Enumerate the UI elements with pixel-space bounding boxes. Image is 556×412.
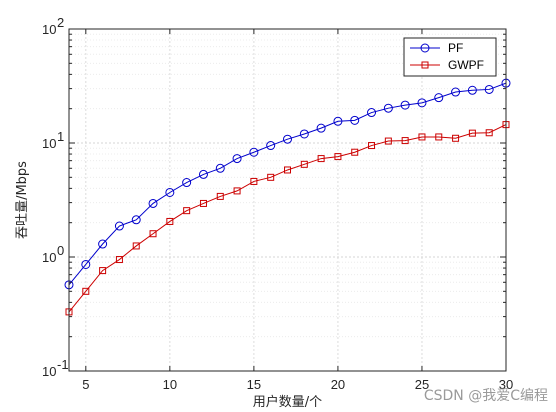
data-point-gwpf [351, 148, 359, 156]
x-axis-title: 用户数量/个 [253, 394, 322, 410]
data-point-gwpf [82, 287, 90, 295]
data-point-gwpf [284, 166, 291, 174]
plot-background [69, 29, 506, 371]
series-gwpf [65, 121, 510, 316]
y-tick-label-exponent: 0 [57, 243, 64, 258]
data-point-pf [98, 239, 108, 249]
legend-label: PF [448, 41, 463, 55]
y-tick-label: 10 -1 [42, 357, 69, 379]
data-point-gwpf [401, 137, 409, 145]
x-tick-label: 10 [163, 377, 177, 392]
x-tick-label: 5 [82, 377, 89, 392]
data-point-gwpf [199, 199, 207, 207]
data-point-pf [165, 187, 175, 197]
data-point-pf [249, 147, 259, 157]
data-point-pf [400, 100, 410, 110]
y-tick-label-base: 10 [42, 250, 56, 265]
data-point-gwpf [216, 192, 224, 200]
x-tick-labels: 5 10 15 20 25 30 [82, 377, 513, 392]
data-point-pf [266, 141, 276, 151]
legend-marker [421, 61, 429, 69]
x-tick-label: 15 [247, 377, 261, 392]
series-line-gwpf [68, 124, 507, 313]
series-line-pf [68, 82, 507, 286]
y-tick-label-exponent: -1 [57, 357, 69, 372]
series-layer [64, 78, 511, 316]
data-point-pf [114, 221, 124, 231]
x-tick-label: 20 [331, 377, 345, 392]
data-point-gwpf [183, 207, 191, 215]
data-point-pf [383, 103, 393, 113]
ticks [69, 28, 507, 372]
data-point-gwpf [435, 133, 443, 141]
data-point-pf [350, 115, 360, 125]
data-point-gwpf [468, 129, 476, 137]
data-point-pf [148, 198, 158, 208]
y-tick-label-exponent: 1 [57, 129, 64, 144]
data-point-gwpf [368, 142, 376, 150]
y-axis-title: 吞吐量/Mbps [15, 161, 30, 239]
data-point-pf [417, 98, 427, 108]
data-point-gwpf [334, 153, 342, 161]
data-point-pf [434, 93, 444, 103]
data-point-gwpf [99, 267, 107, 275]
data-point-pf [367, 108, 377, 118]
y-tick-label: 10 2 [42, 15, 64, 37]
data-point-pf [316, 123, 326, 133]
data-point-pf [215, 163, 225, 173]
x-tick-label: 30 [499, 377, 513, 392]
y-tick-label: 10 0 [42, 243, 64, 265]
y-tick-label-base: 10 [42, 136, 56, 151]
legend-item-gwpf: GWPF [410, 58, 484, 72]
data-point-gwpf [267, 173, 275, 181]
data-point-pf [182, 178, 192, 188]
y-tick-label-base: 10 [42, 364, 56, 379]
data-point-pf [131, 215, 141, 225]
legend-box [403, 37, 497, 77]
data-point-gwpf [115, 256, 123, 264]
y-tick-label: 10 1 [42, 129, 64, 151]
data-point-pf [484, 84, 494, 94]
data-point-gwpf [384, 137, 392, 145]
data-point-pf [81, 259, 91, 269]
data-point-gwpf [317, 155, 325, 163]
data-point-gwpf [166, 217, 174, 225]
data-point-pf [467, 85, 477, 95]
data-point-pf [232, 154, 242, 164]
data-point-gwpf [233, 187, 241, 195]
data-point-pf [283, 134, 292, 144]
x-tick-label: 25 [415, 377, 429, 392]
data-point-gwpf [485, 129, 493, 137]
y-tick-label-base: 10 [42, 22, 56, 37]
data-point-gwpf [300, 160, 308, 168]
data-point-gwpf [452, 134, 460, 142]
legend-item-pf: PF [410, 41, 463, 55]
y-tick-label-exponent: 2 [57, 15, 64, 30]
plot-frame [68, 28, 507, 372]
data-point-gwpf [250, 177, 258, 185]
watermark: CSDN @我爱C编程 [424, 388, 548, 404]
legend-marker [420, 43, 430, 53]
data-point-gwpf [132, 242, 140, 250]
data-point-gwpf [149, 230, 157, 238]
legend-label: GWPF [448, 58, 484, 72]
data-point-pf [451, 87, 461, 97]
data-point-pf [198, 169, 208, 179]
series-pf [64, 78, 511, 290]
plot-area [64, 28, 511, 372]
legend: PF GWPF [403, 37, 497, 77]
data-point-pf [333, 116, 343, 126]
data-point-pf [299, 129, 309, 139]
data-point-gwpf [418, 133, 426, 141]
